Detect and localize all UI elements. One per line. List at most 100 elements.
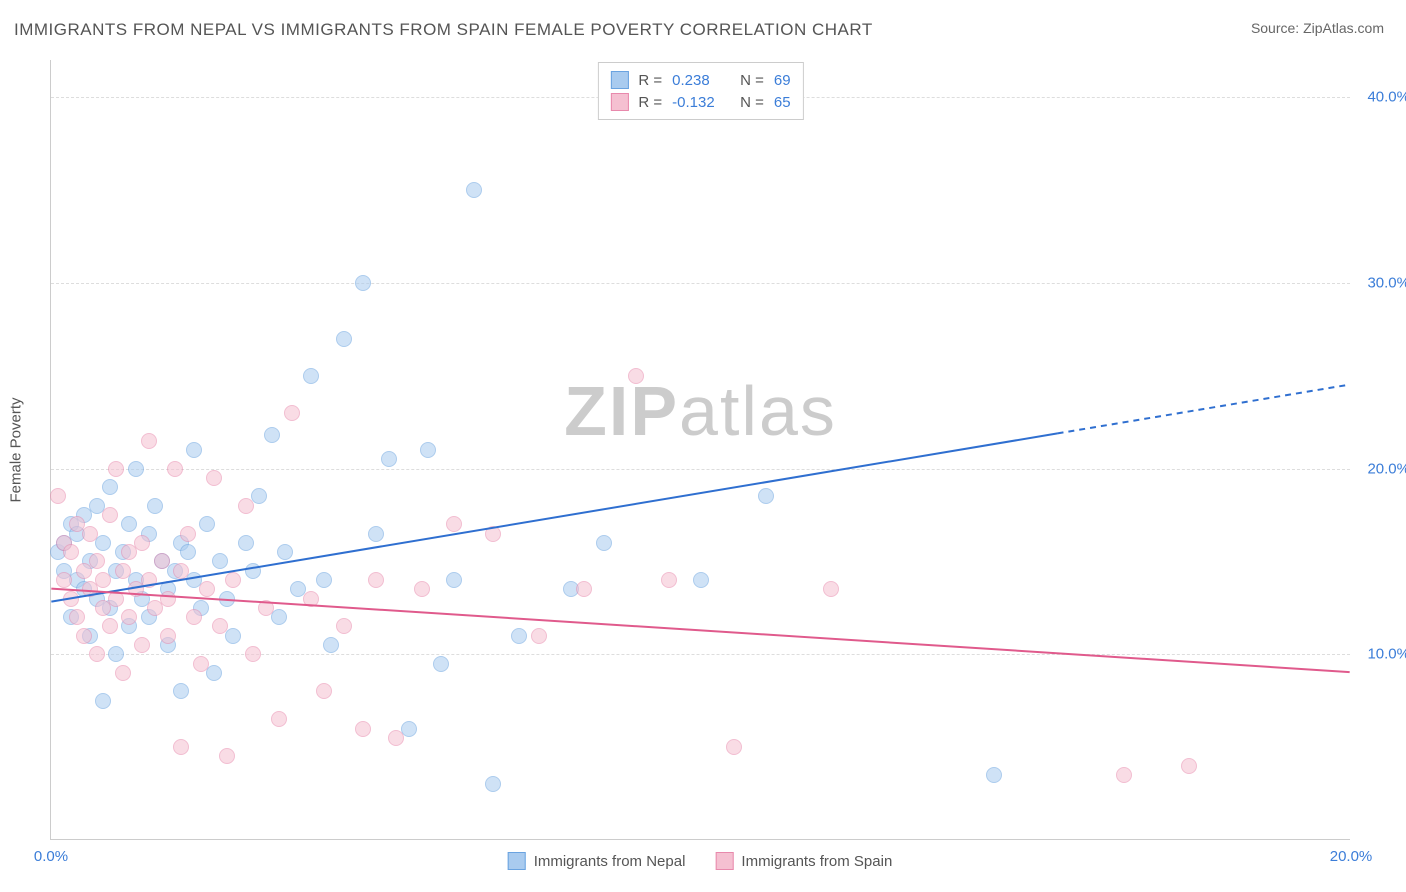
legend-row: R = -0.132N = 65 (610, 91, 790, 113)
y-tick-label: 20.0% (1367, 460, 1406, 477)
gridline (51, 469, 1350, 470)
r-value: 0.238 (672, 72, 730, 89)
data-point (128, 461, 144, 477)
legend-row: R = 0.238N = 69 (610, 69, 790, 91)
data-point (89, 553, 105, 569)
data-point (180, 544, 196, 560)
data-point (303, 591, 319, 607)
data-point (147, 498, 163, 514)
r-label: R = (638, 72, 662, 89)
data-point (258, 600, 274, 616)
legend-swatch (715, 852, 733, 870)
data-point (108, 646, 124, 662)
legend-item: Immigrants from Nepal (508, 852, 686, 870)
data-point (316, 683, 332, 699)
data-point (316, 572, 332, 588)
data-point (121, 516, 137, 532)
chart-title: IMMIGRANTS FROM NEPAL VS IMMIGRANTS FROM… (14, 20, 873, 40)
data-point (225, 628, 241, 644)
source-label: Source: ZipAtlas.com (1251, 20, 1384, 36)
data-point (173, 683, 189, 699)
data-point (264, 427, 280, 443)
data-point (76, 628, 92, 644)
data-point (89, 646, 105, 662)
data-point (986, 767, 1002, 783)
data-point (167, 461, 183, 477)
data-point (368, 572, 384, 588)
data-point (82, 526, 98, 542)
data-point (186, 609, 202, 625)
data-point (199, 516, 215, 532)
data-point (121, 609, 137, 625)
legend-label: Immigrants from Spain (741, 853, 892, 870)
data-point (245, 563, 261, 579)
data-point (219, 591, 235, 607)
data-point (160, 628, 176, 644)
data-point (485, 776, 501, 792)
data-point (355, 275, 371, 291)
r-label: R = (638, 94, 662, 111)
data-point (95, 693, 111, 709)
data-point (271, 711, 287, 727)
data-point (531, 628, 547, 644)
data-point (206, 665, 222, 681)
watermark: ZIPatlas (564, 371, 837, 451)
data-point (446, 516, 462, 532)
legend-swatch (610, 93, 628, 111)
legend-swatch (610, 71, 628, 89)
correlation-legend: R = 0.238N = 69R = -0.132N = 65 (597, 62, 803, 120)
data-point (102, 479, 118, 495)
data-point (596, 535, 612, 551)
chart-container: Female Poverty ZIPatlas R = 0.238N = 69R… (50, 60, 1350, 840)
data-point (212, 553, 228, 569)
data-point (277, 544, 293, 560)
data-point (381, 451, 397, 467)
data-point (50, 488, 66, 504)
data-point (323, 637, 339, 653)
data-point (141, 433, 157, 449)
data-point (420, 442, 436, 458)
legend-label: Immigrants from Nepal (534, 853, 686, 870)
data-point (212, 618, 228, 634)
data-point (225, 572, 241, 588)
data-point (63, 544, 79, 560)
data-point (173, 739, 189, 755)
data-point (141, 572, 157, 588)
data-point (446, 572, 462, 588)
data-point (485, 526, 501, 542)
data-point (433, 656, 449, 672)
n-value: 65 (774, 94, 791, 111)
data-point (108, 461, 124, 477)
data-point (388, 730, 404, 746)
y-tick-label: 40.0% (1367, 89, 1406, 106)
data-point (758, 488, 774, 504)
data-point (95, 535, 111, 551)
data-point (303, 368, 319, 384)
data-point (173, 563, 189, 579)
data-point (368, 526, 384, 542)
data-point (661, 572, 677, 588)
data-point (271, 609, 287, 625)
data-point (63, 591, 79, 607)
data-point (238, 498, 254, 514)
data-point (134, 535, 150, 551)
data-point (245, 646, 261, 662)
data-point (511, 628, 527, 644)
data-point (56, 572, 72, 588)
plot-area: ZIPatlas R = 0.238N = 69R = -0.132N = 65… (50, 60, 1350, 840)
n-value: 69 (774, 72, 791, 89)
x-tick-label: 0.0% (34, 848, 68, 865)
x-tick-label: 20.0% (1330, 848, 1373, 865)
data-point (693, 572, 709, 588)
data-point (355, 721, 371, 737)
legend-swatch (508, 852, 526, 870)
data-point (102, 507, 118, 523)
r-value: -0.132 (672, 94, 730, 111)
data-point (69, 609, 85, 625)
y-axis-label: Female Poverty (8, 397, 25, 502)
data-point (336, 331, 352, 347)
data-point (238, 535, 254, 551)
data-point (102, 618, 118, 634)
legend-item: Immigrants from Spain (715, 852, 892, 870)
series-legend: Immigrants from Nepal Immigrants from Spa… (508, 852, 893, 870)
